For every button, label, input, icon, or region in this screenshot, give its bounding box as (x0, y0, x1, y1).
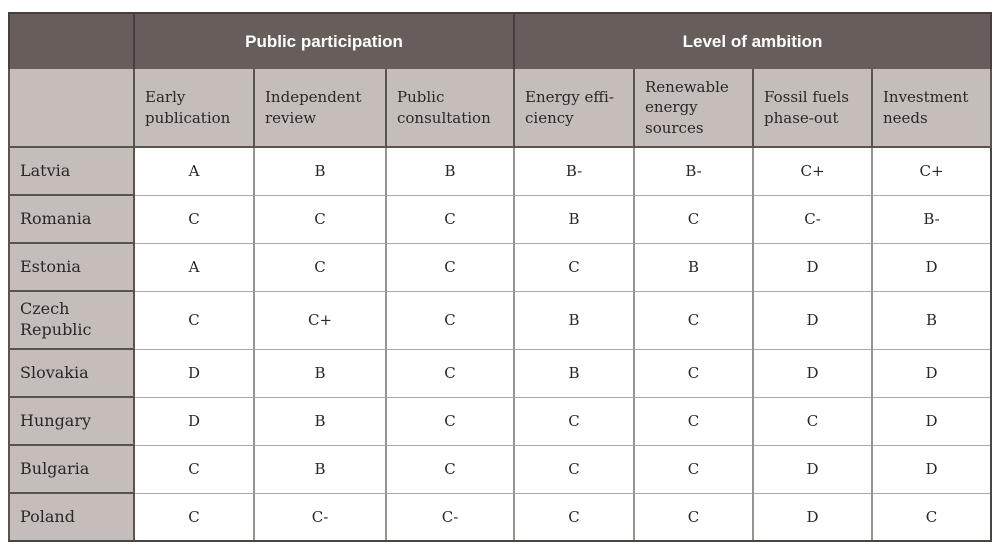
table-row-slovakia: Slovakia D B C B C D D (8, 348, 993, 398)
grade-cell: C+ (870, 146, 993, 196)
grade-cell: C (633, 290, 754, 350)
grade-cell: C (870, 492, 993, 542)
country-label: Slovakia (8, 348, 135, 398)
grade-cell: C (633, 444, 754, 494)
grade-cell: C (633, 396, 754, 446)
grade-cell: C (385, 290, 515, 350)
column-header-renewable-energy-sources: Renewable energy sources (633, 69, 754, 148)
grade-cell: C+ (253, 290, 387, 350)
table-row-estonia: Estonia A C C C B D D (8, 242, 993, 292)
grade-cell: D (752, 444, 873, 494)
grade-cell: D (752, 348, 873, 398)
country-label: Hungary (8, 396, 135, 446)
table-row-romania: Romania C C C B C C- B- (8, 194, 993, 244)
grade-cell: C (385, 194, 515, 244)
grade-cell: C- (752, 194, 873, 244)
table-row-bulgaria: Bulgaria C B C C C D D (8, 444, 993, 494)
country-label: Latvia (8, 146, 135, 196)
grade-cell: B (870, 290, 993, 350)
column-header-early-publication: Early publication (133, 69, 255, 148)
grade-cell: B- (870, 194, 993, 244)
country-label: Czech Republic (8, 290, 135, 350)
group-header-public-participation: Public participation (133, 12, 515, 69)
grade-cell: C (385, 242, 515, 292)
grade-cell: C- (253, 492, 387, 542)
grade-cell: C+ (752, 146, 873, 196)
grade-cell: B (253, 444, 387, 494)
grade-cell: B (253, 146, 387, 196)
grade-cell: D (752, 290, 873, 350)
country-label: Estonia (8, 242, 135, 292)
column-header-energy-efficiency: Energy effi- ciency (513, 69, 635, 148)
grade-cell: C (133, 492, 255, 542)
grade-cell: A (133, 242, 255, 292)
grade-cell: D (870, 444, 993, 494)
grade-cell: C (385, 348, 515, 398)
country-label: Romania (8, 194, 135, 244)
column-header-public-consultation: Public consultation (385, 69, 515, 148)
grade-cell: C (253, 194, 387, 244)
column-header-fossil-fuels-phase-out: Fossil fuels phase-out (752, 69, 873, 148)
group-header-level-of-ambition: Level of ambition (512, 12, 993, 69)
grade-cell: C (385, 444, 515, 494)
grade-cell: C (752, 396, 873, 446)
grade-cell: D (133, 348, 255, 398)
grade-cell: C (513, 492, 635, 542)
grade-cell: D (870, 396, 993, 446)
grade-cell: D (870, 242, 993, 292)
column-header-independent-review: Independent review (253, 69, 387, 148)
column-header-investment-needs: Investment needs (870, 69, 993, 148)
grade-cell: C (513, 396, 635, 446)
grade-cell: C (633, 194, 754, 244)
table-row-latvia: Latvia A B B B- B- C+ C+ (8, 146, 993, 196)
grade-cell: B (633, 242, 754, 292)
grade-cell: D (870, 348, 993, 398)
grade-cell: B (253, 348, 387, 398)
column-header-row: Early publication Independent review Pub… (8, 69, 993, 148)
grade-cell: B (385, 146, 515, 196)
country-label: Bulgaria (8, 444, 135, 494)
grade-cell: D (752, 242, 873, 292)
country-label: Poland (8, 492, 135, 542)
grade-cell: B- (633, 146, 754, 196)
table-row-poland: Poland C C- C- C C D C (8, 492, 993, 542)
grade-cell: D (752, 492, 873, 542)
grade-cell: B- (513, 146, 635, 196)
grade-cell: C (633, 492, 754, 542)
grade-cell: C (133, 444, 255, 494)
grade-cell: C (253, 242, 387, 292)
corner-subcell (8, 69, 135, 148)
grade-cell: C (633, 348, 754, 398)
table-row-czech-republic: Czech Republic C C+ C B C D B (8, 290, 993, 350)
grade-cell: B (253, 396, 387, 446)
table-row-hungary: Hungary D B C C C C D (8, 396, 993, 446)
country-ratings-table: Public participation Level of ambition E… (8, 12, 993, 542)
grade-cell: D (133, 396, 255, 446)
grade-cell: B (513, 194, 635, 244)
grade-cell: C (133, 290, 255, 350)
grade-cell: C- (385, 492, 515, 542)
grade-cell: B (513, 348, 635, 398)
corner-cell (8, 12, 135, 69)
grade-cell: C (133, 194, 255, 244)
grade-cell: A (133, 146, 255, 196)
group-header-row: Public participation Level of ambition (8, 12, 993, 69)
grade-cell: C (385, 396, 515, 446)
grade-cell: B (513, 290, 635, 350)
grade-cell: C (513, 444, 635, 494)
grade-cell: C (513, 242, 635, 292)
